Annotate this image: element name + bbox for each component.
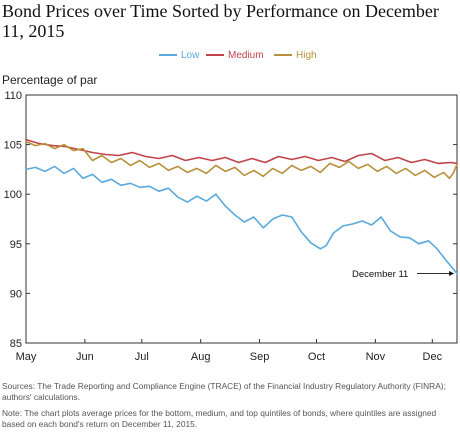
series-line-medium: [25, 138, 458, 165]
x-tick-label: Aug: [191, 351, 211, 363]
y-axis-label: Percentage of par: [2, 73, 98, 87]
legend-item-high: High: [274, 48, 317, 62]
legend-label-low: Low: [181, 49, 200, 61]
legend: Low Medium High: [0, 48, 460, 62]
x-tick-label: Oct: [308, 351, 325, 363]
note-text: Note: The chart plots average prices for…: [2, 408, 437, 429]
legend-swatch-medium: [206, 54, 224, 56]
annotation-label: December 11: [352, 269, 408, 280]
series-line-low: [25, 165, 458, 275]
annotation-arrow-head: [449, 271, 455, 277]
legend-item-low: Low: [159, 48, 199, 62]
legend-label-medium: Medium: [228, 49, 264, 61]
x-tick-label: Sep: [250, 351, 270, 363]
x-tick-label: Dec: [423, 351, 443, 363]
series-line-high: [25, 140, 458, 180]
source-text: Sources: The Trade Reporting and Complia…: [2, 381, 446, 402]
x-tick-label: Jun: [76, 351, 94, 363]
y-tick-label: 110: [4, 90, 22, 102]
legend-label-high: High: [296, 49, 317, 61]
x-tick-label: May: [16, 351, 37, 363]
chart-title: Bond Prices over Time Sorted by Performa…: [2, 1, 439, 41]
y-tick-label: 100: [4, 189, 22, 201]
legend-swatch-high: [274, 54, 292, 56]
y-tick-label: 105: [4, 140, 22, 152]
y-tick-label: 95: [10, 239, 22, 251]
legend-swatch-low: [159, 54, 177, 56]
legend-item-medium: Medium: [206, 48, 264, 62]
y-tick-label: 90: [10, 288, 22, 300]
y-tick-label: 85: [10, 338, 22, 350]
x-tick-label: Nov: [366, 351, 386, 363]
plot-frame: [25, 94, 458, 344]
line-chart: 85 90 95 100 105 110 May Jun Jul Aug Sep Oct Nov Dec D…: [4, 90, 458, 363]
x-tick-label: Jul: [135, 351, 149, 363]
